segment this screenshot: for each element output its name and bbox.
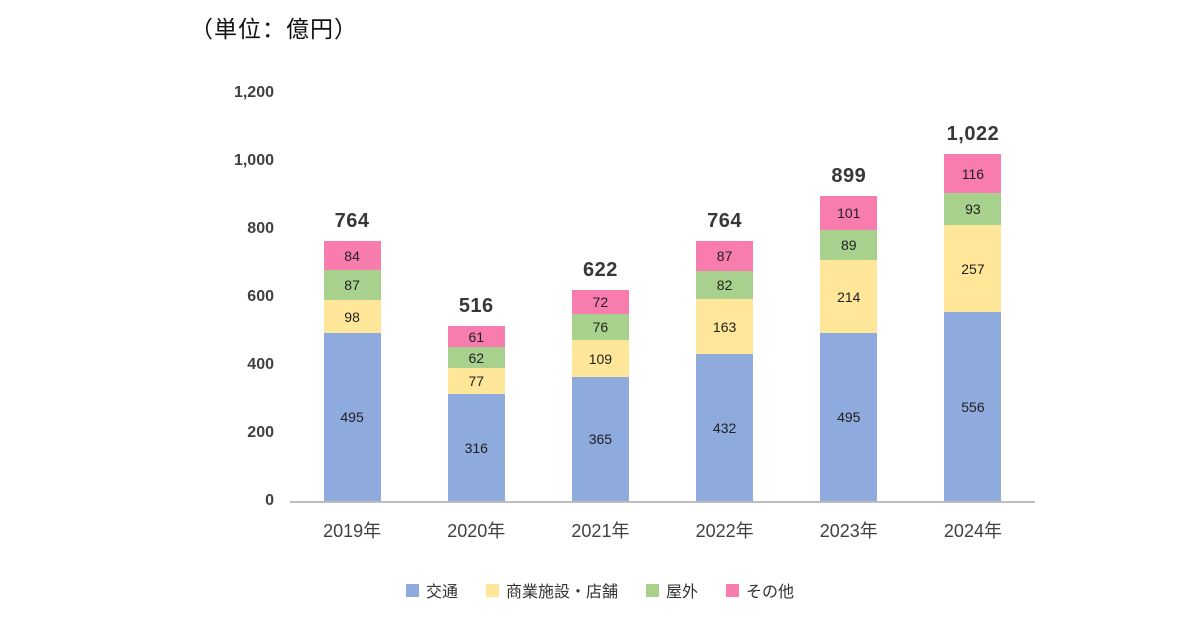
legend-swatch-icon bbox=[485, 583, 499, 597]
bar-total-label: 764 bbox=[707, 210, 743, 232]
bar-stack: 87 82 163 432 bbox=[696, 241, 754, 501]
plot-area: 764 84 87 98 495 516 61 62 77 316 622 72 76 109 365 764… bbox=[290, 93, 1035, 503]
legend-item: 交通 bbox=[405, 578, 458, 602]
segment-value-label: 77 bbox=[468, 373, 485, 389]
bar-segment: 101 bbox=[820, 196, 878, 230]
segment-value-label: 214 bbox=[837, 288, 861, 305]
bar-segment: 87 bbox=[323, 270, 381, 300]
legend-label: 屋外 bbox=[666, 584, 699, 601]
bar-segment: 556 bbox=[944, 312, 1002, 501]
y-tick-label: 1,200 bbox=[233, 84, 274, 101]
bar-group: 516 61 62 77 316 bbox=[414, 295, 538, 501]
y-tick-label: 400 bbox=[247, 356, 274, 373]
bar-group: 764 87 82 163 432 bbox=[663, 210, 787, 501]
bar-segment: 163 bbox=[696, 299, 754, 354]
x-axis-label: 2020年 bbox=[447, 521, 506, 541]
bar-segment: 257 bbox=[944, 225, 1002, 312]
bar-stack: 116 93 257 556 bbox=[944, 154, 1002, 501]
bar-segment: 61 bbox=[447, 326, 505, 347]
segment-value-label: 98 bbox=[344, 308, 360, 325]
segment-value-label: 76 bbox=[592, 319, 609, 335]
bar-segment: 98 bbox=[323, 300, 381, 333]
bar-segment: 76 bbox=[571, 314, 629, 340]
segment-value-label: 72 bbox=[592, 294, 609, 310]
segment-value-label: 365 bbox=[588, 431, 613, 447]
segment-value-label: 109 bbox=[588, 350, 613, 367]
segment-value-label: 89 bbox=[840, 237, 857, 253]
bar-segment: 495 bbox=[820, 333, 878, 501]
segment-value-label: 556 bbox=[961, 398, 985, 415]
bar-segment: 495 bbox=[323, 333, 381, 501]
legend-label: 交通 bbox=[425, 584, 458, 601]
bar-segment: 87 bbox=[696, 241, 754, 271]
bar-stack: 61 62 77 316 bbox=[447, 326, 505, 501]
bar-segment: 84 bbox=[323, 241, 381, 270]
legend-swatch-icon bbox=[726, 583, 740, 597]
segment-value-label: 495 bbox=[340, 409, 364, 425]
y-axis: 0 200 400 600 800 1,000 1,200 bbox=[215, 84, 290, 509]
y-tick-label: 800 bbox=[247, 220, 274, 237]
bar-segment: 62 bbox=[447, 347, 505, 368]
bar-total-label: 764 bbox=[334, 210, 370, 232]
bar-group: 622 72 76 109 365 bbox=[538, 259, 662, 501]
y-tick-label: 600 bbox=[247, 288, 274, 305]
bar-group: 1,022 116 93 257 556 bbox=[911, 123, 1035, 501]
segment-value-label: 316 bbox=[464, 439, 488, 456]
bar-total-label: 899 bbox=[831, 165, 867, 187]
unit-label: （単位：億円） bbox=[190, 16, 358, 42]
y-tick-label: 1,000 bbox=[233, 152, 274, 169]
bar-total-label: 1,022 bbox=[946, 123, 1000, 145]
stacked-bar-chart: 0 200 400 600 800 1,000 1,200 764 84 87 98 495 516 6… bbox=[215, 84, 1035, 543]
bar-segment: 214 bbox=[820, 260, 878, 333]
bar-group: 764 84 87 98 495 bbox=[290, 210, 414, 501]
x-axis-label: 2022年 bbox=[695, 521, 754, 541]
bar-total-label: 516 bbox=[458, 295, 494, 317]
segment-value-label: 93 bbox=[965, 201, 981, 217]
plot-row: 0 200 400 600 800 1,000 1,200 764 84 87 98 495 516 6… bbox=[215, 84, 1035, 509]
bar-segment: 109 bbox=[571, 340, 629, 377]
bar-segment: 116 bbox=[944, 154, 1002, 193]
segment-value-label: 62 bbox=[468, 349, 485, 366]
segment-value-label: 101 bbox=[837, 205, 861, 221]
legend: 交通 商業施設・店舗 屋外 その他 bbox=[0, 578, 1200, 602]
x-axis-label: 2023年 bbox=[819, 521, 878, 541]
legend-item: その他 bbox=[726, 578, 794, 602]
segment-value-label: 87 bbox=[344, 277, 360, 293]
segment-value-label: 257 bbox=[961, 260, 985, 277]
bar-segment: 72 bbox=[571, 290, 629, 314]
bar-segment: 89 bbox=[820, 230, 878, 260]
bar-stack: 101 89 214 495 bbox=[820, 196, 878, 501]
bar-segment: 77 bbox=[447, 368, 505, 394]
legend-swatch-icon bbox=[646, 583, 659, 597]
segment-value-label: 61 bbox=[468, 328, 485, 345]
bar-segment: 316 bbox=[447, 394, 505, 501]
legend-label: その他 bbox=[746, 584, 795, 601]
bar-total-label: 622 bbox=[582, 259, 618, 281]
bar-group: 899 101 89 214 495 bbox=[787, 165, 911, 501]
bar-stack: 84 87 98 495 bbox=[323, 241, 381, 501]
bar-segment: 365 bbox=[571, 377, 629, 501]
y-tick-label: 200 bbox=[247, 424, 274, 441]
segment-value-label: 82 bbox=[716, 277, 733, 293]
legend-swatch-icon bbox=[405, 583, 419, 597]
segment-value-label: 84 bbox=[344, 247, 360, 264]
segment-value-label: 163 bbox=[712, 318, 737, 335]
legend-label: 商業施設・店舗 bbox=[505, 584, 618, 601]
bar-segment: 93 bbox=[944, 193, 1002, 225]
segment-value-label: 116 bbox=[961, 165, 985, 182]
legend-item: 屋外 bbox=[646, 578, 698, 602]
bar-segment: 82 bbox=[696, 271, 754, 299]
bar-segment: 432 bbox=[696, 354, 754, 501]
segment-value-label: 495 bbox=[837, 409, 861, 425]
legend-item: 商業施設・店舗 bbox=[485, 578, 618, 602]
segment-value-label: 432 bbox=[712, 419, 737, 436]
y-tick-label: 0 bbox=[265, 492, 274, 509]
segment-value-label: 87 bbox=[716, 248, 733, 264]
x-axis-label: 2021年 bbox=[571, 521, 630, 541]
x-axis-label: 2024年 bbox=[943, 521, 1002, 541]
x-axis-label: 2019年 bbox=[323, 521, 382, 541]
bar-stack: 72 76 109 365 bbox=[571, 290, 629, 501]
x-axis-labels: 2019年 2020年 2021年 2022年 2023年 2024年 bbox=[290, 503, 1035, 543]
